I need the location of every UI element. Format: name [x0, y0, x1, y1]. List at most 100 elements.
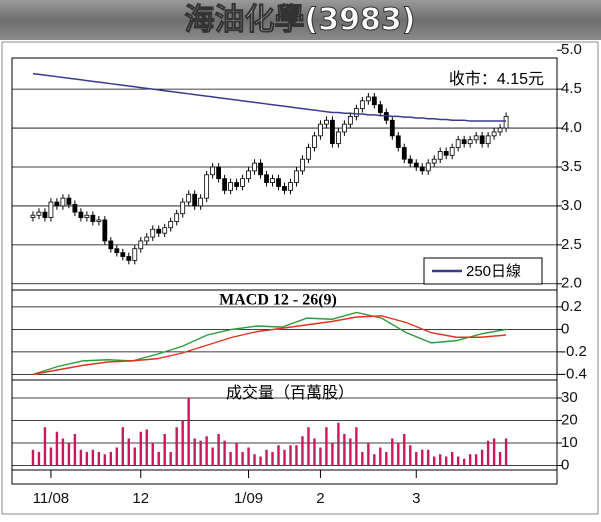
- y-tick-label: 0: [561, 320, 569, 337]
- volume-bar: [403, 434, 406, 466]
- candle-body: [114, 248, 120, 254]
- candle-body: [42, 211, 48, 218]
- x-tick-label: 3: [412, 490, 420, 507]
- candle-body: [84, 214, 90, 218]
- volume-bar: [379, 447, 382, 466]
- candle-body: [425, 162, 431, 172]
- candle-body: [288, 182, 293, 191]
- volume-bar: [313, 438, 316, 466]
- candle-body: [228, 182, 233, 191]
- volume-bar: [205, 436, 208, 466]
- volume-bar: [85, 452, 89, 466]
- candle-body: [144, 236, 150, 242]
- candle-body: [300, 158, 305, 172]
- candle-body: [473, 135, 479, 141]
- y-tick-label: 0: [561, 456, 569, 473]
- y-tick-label: 0.2: [561, 298, 582, 315]
- candle-body: [503, 115, 509, 129]
- candle-body: [365, 96, 371, 102]
- volume-bar: [391, 438, 394, 466]
- y-tick-label: 4.5: [561, 80, 582, 97]
- volume-bar: [450, 452, 454, 466]
- candle-body: [401, 147, 407, 160]
- volume-bar: [241, 452, 244, 466]
- volume-bar: [349, 438, 352, 466]
- y-tick-label: 3.0: [561, 197, 582, 214]
- volume-bar: [427, 449, 430, 466]
- volume-bar: [373, 454, 376, 466]
- volume-bar: [247, 447, 250, 466]
- volume-bar: [151, 443, 154, 466]
- volume-bar: [355, 427, 358, 466]
- volume-bar: [439, 454, 442, 466]
- candle-body: [252, 162, 257, 172]
- candle-body: [455, 139, 461, 148]
- candle-body: [443, 151, 449, 156]
- candle-body: [395, 135, 401, 148]
- volume-bar: [139, 431, 142, 466]
- volume-bar: [223, 440, 226, 466]
- candle-body: [341, 123, 347, 133]
- volume-bar: [181, 420, 184, 466]
- candle-body: [282, 186, 287, 191]
- x-tick-label: 2: [316, 490, 324, 507]
- candle-body: [413, 162, 419, 168]
- y-tick-label: 3.5: [561, 158, 582, 175]
- candle-body: [192, 193, 198, 207]
- candle-body: [419, 166, 425, 172]
- candle-body: [258, 162, 263, 176]
- volume-bar: [43, 427, 47, 466]
- volume-bar: [456, 456, 460, 466]
- candle-body: [407, 158, 413, 164]
- volume-bar: [193, 438, 196, 466]
- volume-bar: [211, 447, 214, 466]
- candle-body: [78, 211, 84, 218]
- volume-bar: [37, 452, 41, 466]
- candle-body: [174, 213, 180, 222]
- x-tick-label: 11/08: [33, 490, 69, 507]
- volume-bar: [199, 440, 202, 466]
- volume-bar: [307, 427, 310, 466]
- candle-body: [449, 147, 455, 156]
- candle-body: [467, 139, 473, 145]
- candle-body: [210, 166, 216, 176]
- legend-label: 250日線: [466, 263, 521, 280]
- candle-body: [389, 119, 395, 137]
- candle-body: [353, 108, 359, 117]
- candle-body: [138, 240, 144, 250]
- volume-bar: [67, 443, 71, 466]
- volume-bar: [421, 449, 424, 466]
- volume-bar: [115, 447, 119, 466]
- candle-body: [347, 115, 353, 125]
- volume-bar: [229, 452, 232, 466]
- y-tick-label: -0.4: [561, 365, 587, 382]
- candle-body: [150, 228, 156, 238]
- volume-bar: [468, 454, 472, 466]
- candle-body: [216, 166, 222, 180]
- volume-bar: [145, 429, 148, 466]
- volume-bar: [295, 445, 298, 466]
- candle-body: [162, 227, 168, 234]
- volume-bar: [486, 440, 490, 466]
- volume-bar: [445, 456, 448, 466]
- candle-body: [377, 104, 383, 113]
- candle-body: [102, 219, 108, 242]
- candle-body: [318, 123, 323, 137]
- candle-body: [437, 151, 443, 160]
- volume-bar: [73, 434, 77, 466]
- volume-bar: [265, 449, 268, 466]
- panel-title: MACD 12 - 26(9): [219, 292, 337, 309]
- candle-body: [168, 221, 174, 229]
- volume-bar: [133, 447, 136, 466]
- volume-bar: [343, 434, 346, 466]
- candle-body: [246, 170, 251, 180]
- candle-body: [72, 203, 78, 213]
- volume-bar: [492, 438, 496, 466]
- volume-bar: [259, 456, 262, 466]
- volume-bar: [91, 449, 95, 466]
- volume-bar: [498, 452, 502, 466]
- candle-body: [96, 219, 102, 222]
- volume-bar: [271, 452, 274, 466]
